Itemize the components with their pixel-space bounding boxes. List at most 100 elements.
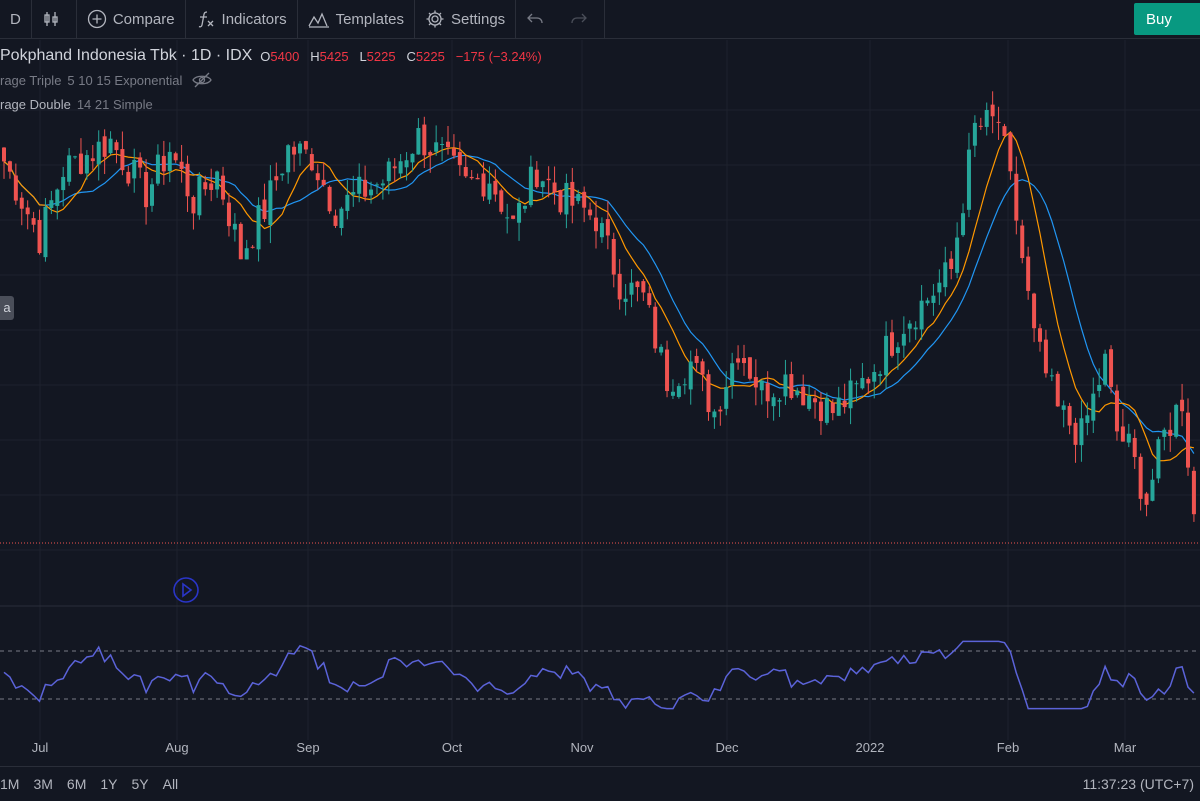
- range-5y[interactable]: 5Y: [131, 776, 149, 792]
- candle-body: [191, 196, 196, 214]
- oscillator-pane: [0, 640, 1200, 710]
- candle: [13, 163, 18, 205]
- candle: [380, 179, 385, 200]
- undo-button[interactable]: [516, 0, 560, 38]
- candle: [653, 302, 658, 353]
- candle-body: [1120, 426, 1125, 442]
- range-6m[interactable]: 6M: [66, 776, 87, 792]
- candle-body: [890, 332, 894, 356]
- bottom-toolbar: 1M 3M 6M 1Y 5Y All 11:37:23 (UTC+7): [0, 766, 1200, 801]
- candle-body: [866, 378, 871, 384]
- candle-body: [599, 223, 604, 238]
- candle-body: [1073, 422, 1078, 445]
- chart-legend: Pokphand Indonesia Tbk · 1D · IDX O5400 …: [0, 44, 549, 116]
- candle: [457, 141, 462, 176]
- templates-button[interactable]: Templates: [298, 0, 414, 38]
- candle-body: [1103, 353, 1108, 385]
- candle: [19, 192, 24, 226]
- candle-body: [487, 183, 492, 200]
- redo-icon: [571, 13, 588, 24]
- candle-body: [398, 161, 403, 174]
- candle: [765, 371, 770, 418]
- candle: [848, 368, 853, 425]
- x-tick-label: Aug: [165, 740, 188, 755]
- symbol-title[interactable]: Pokphand Indonesia Tbk · 1D · IDX: [0, 47, 253, 64]
- eye-off-icon[interactable]: [192, 72, 213, 88]
- candle: [1109, 345, 1114, 394]
- candle: [487, 166, 492, 205]
- candle: [890, 319, 894, 358]
- candle-body: [203, 182, 208, 190]
- candle: [369, 181, 374, 204]
- candle: [256, 197, 261, 262]
- ma-line-orange: [3, 130, 1195, 462]
- candle: [73, 155, 78, 160]
- candle: [221, 166, 226, 206]
- x-tick-label: Nov: [570, 740, 594, 755]
- candle: [167, 142, 172, 183]
- range-1y[interactable]: 1Y: [100, 776, 118, 792]
- candle: [150, 178, 154, 212]
- candle: [1008, 132, 1013, 180]
- side-tag-label: a: [3, 300, 11, 315]
- candle: [931, 284, 936, 316]
- range-all[interactable]: All: [162, 776, 179, 792]
- candle-body: [457, 152, 462, 166]
- range-3m[interactable]: 3M: [33, 776, 53, 792]
- indicators-button[interactable]: Indicators: [186, 0, 297, 38]
- low-label: L: [359, 49, 367, 64]
- settings-button[interactable]: Settings: [415, 0, 515, 38]
- candle-body: [274, 176, 279, 181]
- buy-button[interactable]: Buy: [1134, 3, 1200, 35]
- candle-body: [138, 157, 143, 168]
- indicator-2-legend[interactable]: rage Double 14 21 Simple: [0, 92, 549, 116]
- candle: [102, 129, 107, 175]
- candle: [818, 392, 823, 435]
- candle: [670, 379, 675, 400]
- candle: [173, 151, 178, 163]
- candle-body: [37, 219, 42, 254]
- candle: [546, 166, 551, 198]
- candle: [1026, 246, 1031, 300]
- replay-icon[interactable]: [173, 577, 199, 603]
- compare-button[interactable]: Compare: [77, 0, 185, 38]
- candle-body: [215, 171, 220, 190]
- interval-button[interactable]: D: [0, 0, 31, 38]
- candle-body: [61, 176, 66, 191]
- candle-body: [1144, 493, 1149, 505]
- open-label: O: [260, 49, 271, 64]
- candle-body: [576, 193, 581, 201]
- candle-body: [783, 374, 788, 397]
- candle: [824, 392, 829, 426]
- chart-type-button[interactable]: [32, 0, 76, 38]
- candle-body: [1109, 349, 1114, 387]
- candle: [203, 175, 208, 196]
- indicators-label: Indicators: [221, 10, 287, 28]
- chart-canvas[interactable]: Jul Aug Sep Oct Nov Dec 2022 Feb Mar: [0, 38, 1200, 766]
- candle: [374, 182, 379, 195]
- candle-body: [339, 208, 344, 229]
- candle: [84, 150, 89, 180]
- range-1m[interactable]: 1M: [0, 776, 20, 792]
- redo-button[interactable]: [560, 0, 604, 38]
- candle-body: [102, 136, 107, 157]
- close-value: 5225: [415, 49, 445, 64]
- candle-body: [434, 142, 439, 152]
- clock-timezone[interactable]: 11:37:23 (UTC+7): [1082, 776, 1194, 792]
- candle-body: [647, 293, 652, 306]
- indicator-1-legend[interactable]: rage Triple 5 10 15 Exponential: [0, 68, 549, 92]
- candle: [303, 140, 308, 154]
- candle-body: [753, 377, 758, 388]
- candle: [1162, 427, 1167, 451]
- candle-body: [688, 361, 693, 390]
- candle: [292, 141, 297, 172]
- side-tag: a: [0, 296, 14, 320]
- candle: [1103, 349, 1108, 387]
- candle-body: [463, 167, 468, 177]
- candle-body: [1061, 405, 1066, 410]
- candle-body: [380, 183, 385, 186]
- candle-body: [244, 248, 249, 260]
- candle-body: [19, 197, 24, 209]
- toolbar-divider: [30, 0, 32, 38]
- candle: [771, 393, 776, 421]
